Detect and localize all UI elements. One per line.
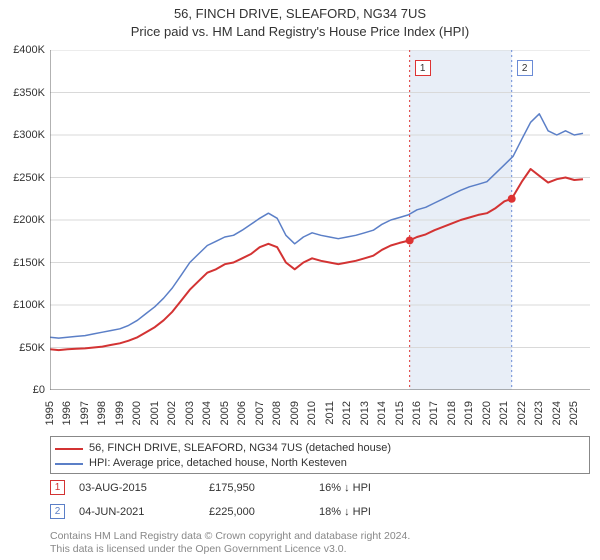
tx-price: £225,000 [209,506,319,518]
chart-container: 56, FINCH DRIVE, SLEAFORD, NG34 7US Pric… [0,0,600,560]
x-tick-label: 2016 [411,401,423,441]
x-tick-label: 2005 [219,401,231,441]
x-tick-label: 2019 [463,401,475,441]
x-tick-label: 2002 [166,401,178,441]
y-tick-label: £200K [0,214,45,226]
license-line: This data is licensed under the Open Gov… [50,543,590,556]
y-tick-label: £350K [0,87,45,99]
x-tick-label: 2003 [184,401,196,441]
x-tick-label: 2013 [359,401,371,441]
x-tick-label: 2000 [131,401,143,441]
x-tick-label: 2023 [533,401,545,441]
y-tick-label: £50K [0,342,45,354]
x-tick-label: 2008 [271,401,283,441]
x-tick-label: 2004 [201,401,213,441]
y-tick-label: £0 [0,384,45,396]
x-tick-label: 2024 [551,401,563,441]
x-tick-label: 2009 [289,401,301,441]
x-tick-label: 1999 [114,401,126,441]
chart-title: 56, FINCH DRIVE, SLEAFORD, NG34 7US [0,6,600,21]
tx-date: 03-AUG-2015 [79,482,209,494]
legend-label: HPI: Average price, detached house, Nort… [89,456,347,471]
x-tick-label: 2018 [446,401,458,441]
x-tick-label: 2007 [254,401,266,441]
y-tick-label: £400K [0,44,45,56]
tx-date: 04-JUN-2021 [79,506,209,518]
x-tick-label: 2014 [376,401,388,441]
legend: 56, FINCH DRIVE, SLEAFORD, NG34 7US (det… [50,436,590,474]
tx-delta: 18% ↓ HPI [319,506,371,518]
tx-delta: 16% ↓ HPI [319,482,371,494]
tx-marker-badge: 2 [517,60,533,76]
legend-swatch [55,463,83,465]
legend-swatch [55,448,83,450]
tx-price: £175,950 [209,482,319,494]
x-tick-label: 2021 [498,401,510,441]
x-tick-label: 2017 [428,401,440,441]
x-tick-label: 2012 [341,401,353,441]
tx-marker-badge: 1 [415,60,431,76]
legend-row: HPI: Average price, detached house, Nort… [55,456,585,471]
x-tick-label: 2010 [306,401,318,441]
chart-plot [50,50,590,390]
tx-badge: 1 [50,480,65,495]
x-tick-label: 1996 [61,401,73,441]
y-tick-label: £250K [0,172,45,184]
y-tick-label: £100K [0,299,45,311]
x-tick-label: 2022 [516,401,528,441]
transaction-row: 1 03-AUG-2015 £175,950 16% ↓ HPI [50,480,590,495]
x-tick-label: 2006 [236,401,248,441]
x-tick-label: 2020 [481,401,493,441]
transaction-row: 2 04-JUN-2021 £225,000 18% ↓ HPI [50,504,590,519]
x-tick-label: 2001 [149,401,161,441]
x-tick-label: 1997 [79,401,91,441]
x-tick-label: 2025 [568,401,580,441]
x-tick-label: 1995 [44,401,56,441]
legend-row: 56, FINCH DRIVE, SLEAFORD, NG34 7US (det… [55,441,585,456]
tx-badge: 2 [50,504,65,519]
license-line: Contains HM Land Registry data © Crown c… [50,530,590,543]
y-tick-label: £300K [0,129,45,141]
chart-subtitle: Price paid vs. HM Land Registry's House … [0,24,600,39]
legend-label: 56, FINCH DRIVE, SLEAFORD, NG34 7US (det… [89,441,391,456]
license-text: Contains HM Land Registry data © Crown c… [50,530,590,556]
x-tick-label: 2011 [324,401,336,441]
x-tick-label: 2015 [394,401,406,441]
x-tick-label: 1998 [96,401,108,441]
y-tick-label: £150K [0,257,45,269]
